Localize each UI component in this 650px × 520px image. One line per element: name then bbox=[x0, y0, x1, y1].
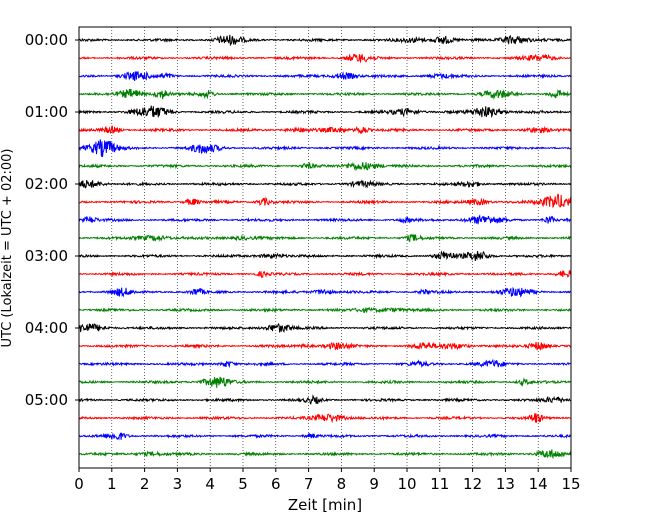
x-tick-label: 3 bbox=[173, 475, 183, 493]
y-tick-label: 01:00 bbox=[25, 103, 68, 121]
seismic-trace bbox=[78, 179, 572, 189]
x-tick-label: 11 bbox=[430, 475, 449, 493]
seismic-trace bbox=[78, 341, 572, 351]
y-tick-label: 00:00 bbox=[25, 31, 68, 49]
x-tick-label: 5 bbox=[238, 475, 248, 493]
seismic-trace bbox=[78, 270, 572, 279]
x-tick-label: 1 bbox=[107, 475, 117, 493]
seismic-trace bbox=[78, 53, 572, 63]
y-axis-label: UTC (Lokalzeit = UTC + 02:00) bbox=[0, 149, 15, 348]
seismic-trace bbox=[78, 105, 572, 119]
seismic-trace bbox=[78, 358, 572, 369]
seismic-trace bbox=[78, 233, 572, 243]
seismic-trace bbox=[78, 322, 572, 333]
seismic-trace bbox=[78, 34, 572, 46]
seismic-trace bbox=[78, 161, 572, 172]
seismic-trace bbox=[78, 125, 572, 135]
seismic-trace bbox=[78, 250, 572, 261]
x-tick-label: 13 bbox=[496, 475, 515, 493]
seismic-trace bbox=[78, 413, 572, 424]
y-tick-label: 04:00 bbox=[25, 319, 68, 337]
seismic-trace bbox=[78, 286, 572, 298]
y-tick-label: 03:00 bbox=[25, 247, 68, 265]
seismic-trace bbox=[78, 88, 572, 100]
x-tick-label: 2 bbox=[140, 475, 150, 493]
x-tick-label: 4 bbox=[205, 475, 215, 493]
x-axis-label: Zeit [min] bbox=[288, 496, 362, 514]
seismic-trace bbox=[78, 70, 572, 81]
seismic-trace bbox=[78, 193, 572, 209]
seismic-trace bbox=[78, 432, 572, 441]
x-tick-label: 15 bbox=[561, 475, 580, 493]
x-tick-label: 7 bbox=[304, 475, 314, 493]
seismic-trace bbox=[78, 376, 572, 388]
seismic-trace bbox=[78, 214, 572, 225]
y-tick-label: 05:00 bbox=[25, 391, 68, 409]
seismic-trace bbox=[78, 139, 572, 157]
x-tick-label: 10 bbox=[397, 475, 416, 493]
x-tick-label: 14 bbox=[529, 475, 548, 493]
y-tick-label: 02:00 bbox=[25, 175, 68, 193]
seismic-trace bbox=[78, 449, 572, 460]
x-tick-label: 12 bbox=[463, 475, 482, 493]
seismic-trace bbox=[78, 306, 572, 314]
x-tick-label: 8 bbox=[337, 475, 347, 493]
x-tick-label: 9 bbox=[369, 475, 379, 493]
y-axis-ticks: 00:00 01:00 02:00 03:00 04:00 05:00 bbox=[25, 31, 79, 409]
x-tick-label: 0 bbox=[74, 475, 84, 493]
x-axis-ticks: 0 1 2 3 4 5 6 7 8 9 10 11 12 13 14 15 bbox=[74, 468, 581, 493]
plot-frame bbox=[78, 26, 572, 469]
traces bbox=[78, 34, 572, 460]
seismic-trace bbox=[78, 394, 572, 405]
x-tick-label: 6 bbox=[271, 475, 281, 493]
